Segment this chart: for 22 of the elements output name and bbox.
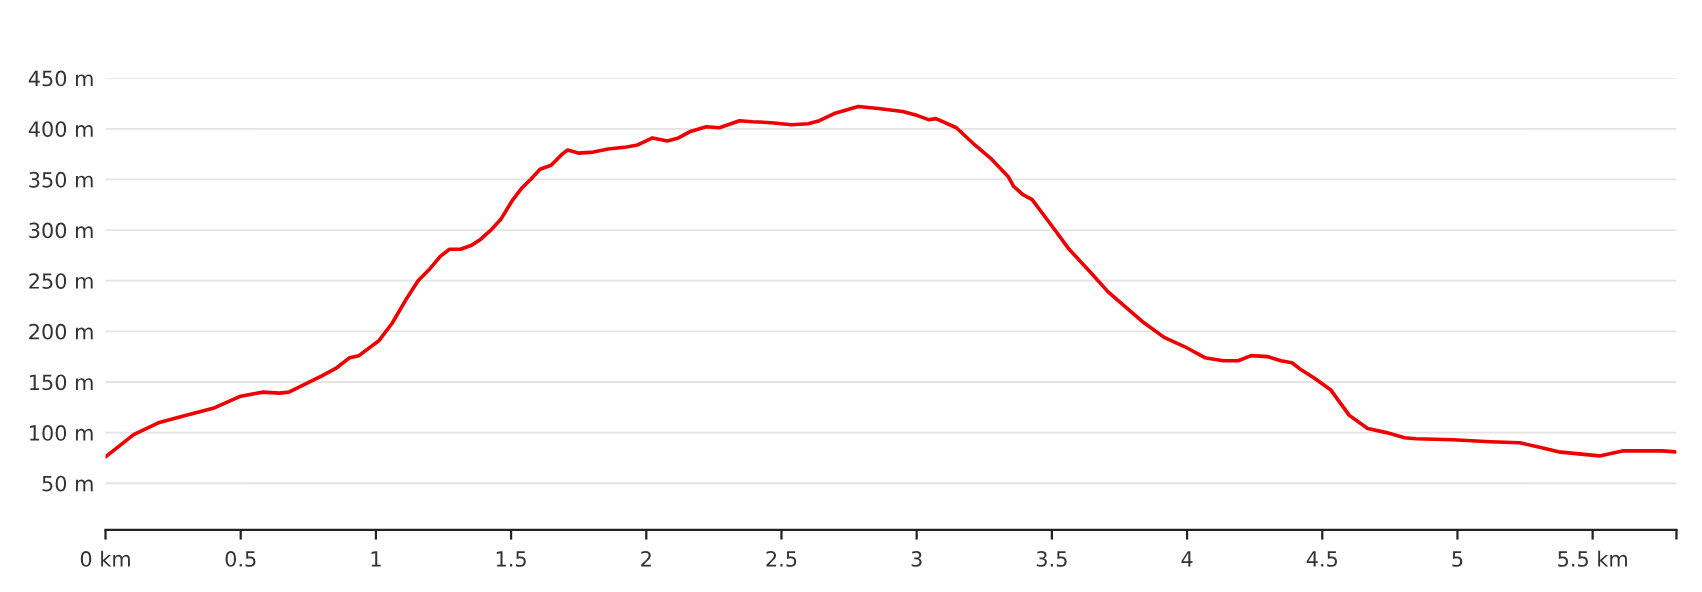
x-tick-label: 2 (641, 551, 651, 567)
y-tick-label: 250 m (29, 273, 93, 289)
x-tick-label: 3.5 (1036, 551, 1067, 567)
y-tick-label: 300 m (29, 222, 93, 239)
x-tick-label: 1.5 (496, 551, 526, 567)
line-series (105, 104, 1677, 459)
x-tick-label: 5 (1452, 551, 1463, 567)
y-tick-label: 50 m (42, 475, 93, 492)
x-tick-label: 2.5 (766, 551, 797, 567)
y-tick-label: 200 m (29, 323, 93, 340)
x-tick-label: 4 (1181, 551, 1193, 567)
x-tick-label: 0 km (80, 550, 130, 567)
x-tick-label: 1 (371, 551, 381, 567)
y-tick-label: 400 m (28, 121, 93, 137)
y-tick-label: 350 m (29, 171, 93, 188)
x-tick-label: 4.5 (1306, 551, 1338, 567)
y-tick-label: 450 m (28, 70, 93, 87)
y-tick-label: 100 m (30, 425, 93, 441)
x-tick-label: 5.5 km (1558, 550, 1627, 567)
y-tick-label: 150 m (30, 374, 93, 391)
x-tick-label: 3 (911, 551, 922, 567)
x-tick-label: 0.5 (225, 551, 256, 567)
